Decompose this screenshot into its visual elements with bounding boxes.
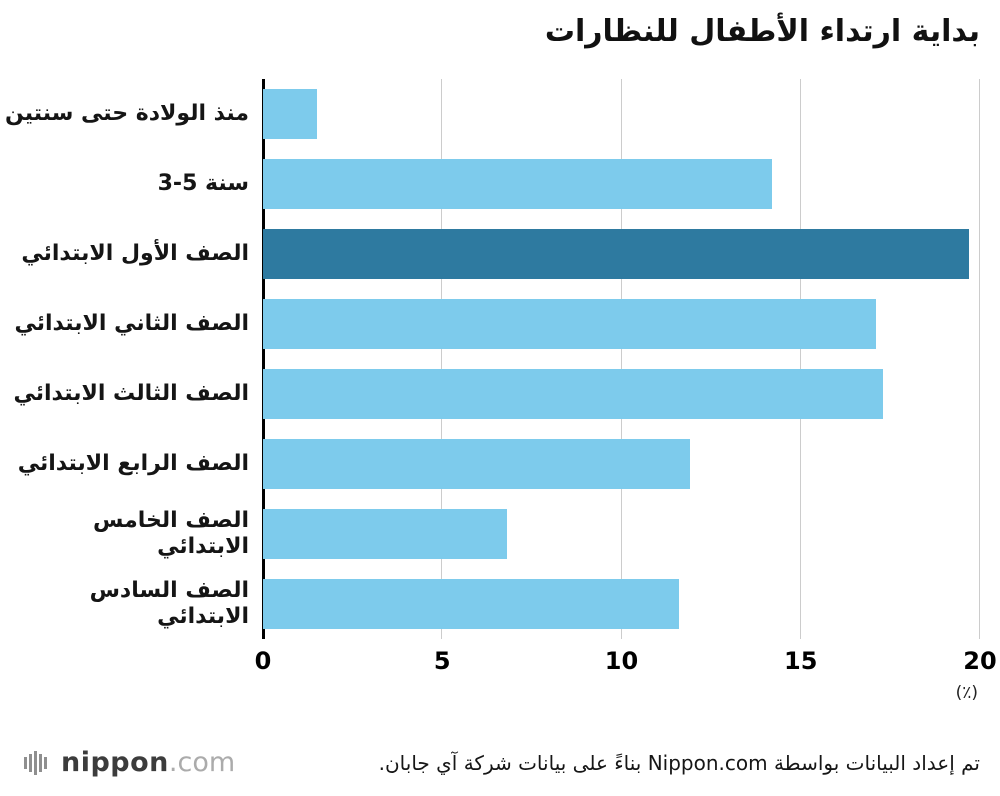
gridline (441, 79, 443, 639)
bar (263, 299, 877, 349)
chart-row: منذ الولادة حتى سنتين (0, 79, 1000, 149)
gridline (620, 79, 622, 639)
category-label: الصف الثاني الابتدائي (14, 310, 250, 336)
chart-title: بداية ارتداء الأطفال للنظارات (544, 14, 980, 49)
bar-track (263, 229, 980, 279)
bar-track (263, 579, 980, 629)
bar (263, 439, 690, 489)
bar-track (263, 369, 980, 419)
nippon-logo: nippon.com (22, 747, 235, 778)
x-tick-label: 10 (604, 647, 639, 675)
unit-label-row: (٪) (0, 683, 1000, 709)
bar (263, 89, 317, 139)
x-axis: 0 5 10 15 20 (255, 639, 997, 683)
bar (263, 229, 970, 279)
x-tick-label: 0 (254, 647, 272, 675)
bar (263, 369, 884, 419)
chart-row: الصف الثاني الابتدائي (0, 289, 1000, 359)
plot-area (262, 79, 980, 639)
chart-row: 3-5 سنة (0, 149, 1000, 219)
chart-row: الصف الخامس الابتدائي (0, 499, 1000, 569)
footer: nippon.com تم إعداد البيانات بواسطة Nipp… (0, 747, 1000, 796)
chart-row: الصف الأول الابتدائي (0, 219, 1000, 289)
x-tick-label: 15 (784, 647, 818, 675)
x-tick-label: 20 (963, 647, 997, 675)
chart-rows: منذ الولادة حتى سنتين 3-5 سنة الصف الأول ا… (0, 79, 1000, 639)
category-label: الصف الرابع الابتدائي (17, 450, 249, 476)
nippon-logo-bars-icon (24, 750, 47, 775)
chart-row: الصف السادس الابتدائي (0, 569, 1000, 639)
chart-row: الصف الرابع الابتدائي (0, 429, 1000, 499)
category-label: 3-5 سنة (157, 170, 249, 196)
bar-chart: منذ الولادة حتى سنتين 3-5 سنة الصف الأول ا… (0, 79, 1000, 639)
logo-domain-suffix: .com (168, 747, 236, 778)
logo-text: nippon.com (61, 747, 235, 778)
bar (263, 579, 679, 629)
bar-track (263, 299, 980, 349)
gridline (799, 79, 801, 639)
category-label: الصف الخامس الابتدائي (93, 507, 249, 559)
unit-label: (٪) (955, 683, 978, 703)
category-label: الصف الثالث الابتدائي (13, 380, 249, 406)
bar-track (263, 89, 980, 139)
chart-row: الصف الثالث الابتدائي (0, 359, 1000, 429)
category-label: الصف الأول الابتدائي (21, 240, 249, 266)
bar-track (263, 509, 980, 559)
category-label: الصف السادس الابتدائي (89, 577, 249, 629)
logo-name: nippon (61, 747, 169, 778)
bar (263, 509, 507, 559)
bar-track (263, 439, 980, 489)
credit-text: تم إعداد البيانات بواسطة Nippon.com بناء… (378, 750, 980, 775)
y-axis-line (262, 79, 265, 639)
gridline (979, 79, 980, 639)
category-label: منذ الولادة حتى سنتين (4, 100, 249, 126)
bar-track (263, 159, 980, 209)
bar (263, 159, 773, 209)
x-tick-label: 5 (433, 647, 451, 675)
